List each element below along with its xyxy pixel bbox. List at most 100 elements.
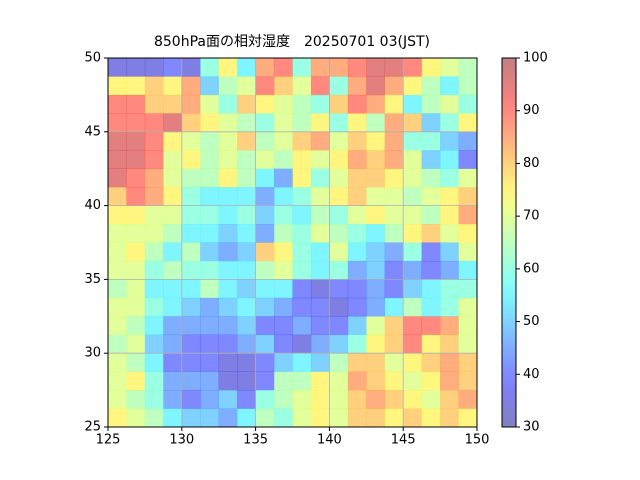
heat-cell [237, 297, 256, 317]
heat-cell [200, 371, 219, 391]
heat-cell [403, 224, 422, 243]
heat-cell [200, 334, 219, 354]
heat-cell [163, 205, 183, 225]
heat-cell [181, 334, 201, 354]
heat-cell [292, 224, 312, 243]
heat-cell [310, 353, 330, 372]
heat-cell [144, 390, 164, 409]
heat-cell [126, 408, 146, 428]
heat-cell [329, 113, 349, 133]
heat-cell [218, 224, 238, 243]
heat-cell [181, 353, 201, 372]
heat-cell [458, 408, 478, 428]
colorbar-tick-label: 30 [523, 420, 540, 435]
heat-cell [366, 131, 386, 151]
heat-cell [218, 260, 238, 280]
heat-cell [310, 242, 330, 262]
heat-cell [237, 371, 256, 391]
heat-cell [126, 187, 146, 206]
heat-cell [384, 353, 404, 372]
heat-cell [274, 168, 293, 188]
heat-cell [163, 131, 183, 151]
heat-cell [200, 76, 219, 96]
heat-cell [310, 316, 330, 336]
heat-cell [144, 58, 164, 77]
heat-cell [181, 150, 201, 169]
heat-cell [200, 353, 219, 372]
heat-cell [329, 260, 349, 280]
heat-cell [181, 205, 201, 225]
heat-cell [292, 131, 312, 151]
heat-cell [255, 131, 275, 151]
heat-cell [440, 187, 459, 206]
heat-cell [274, 187, 293, 206]
heat-cell [237, 260, 256, 280]
heat-cell [144, 76, 164, 96]
heat-cell [181, 113, 201, 133]
heat-cell [366, 224, 386, 243]
heat-cell [329, 297, 349, 317]
heat-cell [292, 316, 312, 336]
heat-cell [200, 131, 219, 151]
x-tick-label: 125 [96, 433, 121, 448]
x-tick-label: 130 [169, 433, 194, 448]
chart-title: 850hPa面の相対湿度 20250701 03(JST) [154, 34, 430, 50]
heat-cell [200, 260, 219, 280]
heat-cell [108, 353, 127, 372]
heat-cell [310, 334, 330, 354]
heat-cell [421, 205, 441, 225]
heat-cell [292, 58, 312, 77]
heat-cell [255, 113, 275, 133]
heat-cell [144, 371, 164, 391]
heat-cell [366, 390, 386, 409]
heat-cell [440, 353, 459, 372]
heat-cell [366, 150, 386, 169]
heat-cell [126, 94, 146, 114]
heat-cell [329, 279, 349, 299]
heat-cell [181, 390, 201, 409]
heat-cell [310, 168, 330, 188]
heat-cell [237, 353, 256, 372]
heat-cell [237, 76, 256, 96]
heat-cell [237, 390, 256, 409]
heat-cell [255, 224, 275, 243]
heat-cell [440, 76, 459, 96]
heat-cell [366, 316, 386, 336]
x-tick-label: 135 [243, 433, 268, 448]
colorbar-tick-label: 60 [523, 261, 540, 276]
heat-cell [347, 371, 367, 391]
heat-cell [218, 94, 238, 114]
heat-cell [384, 297, 404, 317]
heat-cell [237, 242, 256, 262]
heat-cell [126, 242, 146, 262]
heat-cell [274, 224, 293, 243]
heat-cell [310, 150, 330, 169]
heat-cell [163, 353, 183, 372]
heat-cell [347, 113, 367, 133]
heat-cell [218, 113, 238, 133]
heat-cell [458, 390, 478, 409]
heat-cell [403, 371, 422, 391]
heat-cell [458, 297, 478, 317]
heat-cell [181, 279, 201, 299]
heat-cell [108, 94, 127, 114]
heat-cell [255, 334, 275, 354]
heat-cell [347, 279, 367, 299]
heat-cell [200, 94, 219, 114]
heat-cell [126, 113, 146, 133]
heat-cell [108, 224, 127, 243]
heat-cell [163, 168, 183, 188]
heat-cell [366, 205, 386, 225]
heat-cell [126, 150, 146, 169]
heat-cell [384, 94, 404, 114]
heat-cell [255, 260, 275, 280]
heat-cell [384, 279, 404, 299]
x-tick-label: 140 [317, 433, 342, 448]
heat-cell [403, 353, 422, 372]
x-tick-label: 150 [465, 433, 490, 448]
heat-cell [310, 224, 330, 243]
heat-cell [458, 150, 478, 169]
heat-cell [347, 408, 367, 428]
heat-cell [255, 187, 275, 206]
heat-cell [108, 242, 127, 262]
